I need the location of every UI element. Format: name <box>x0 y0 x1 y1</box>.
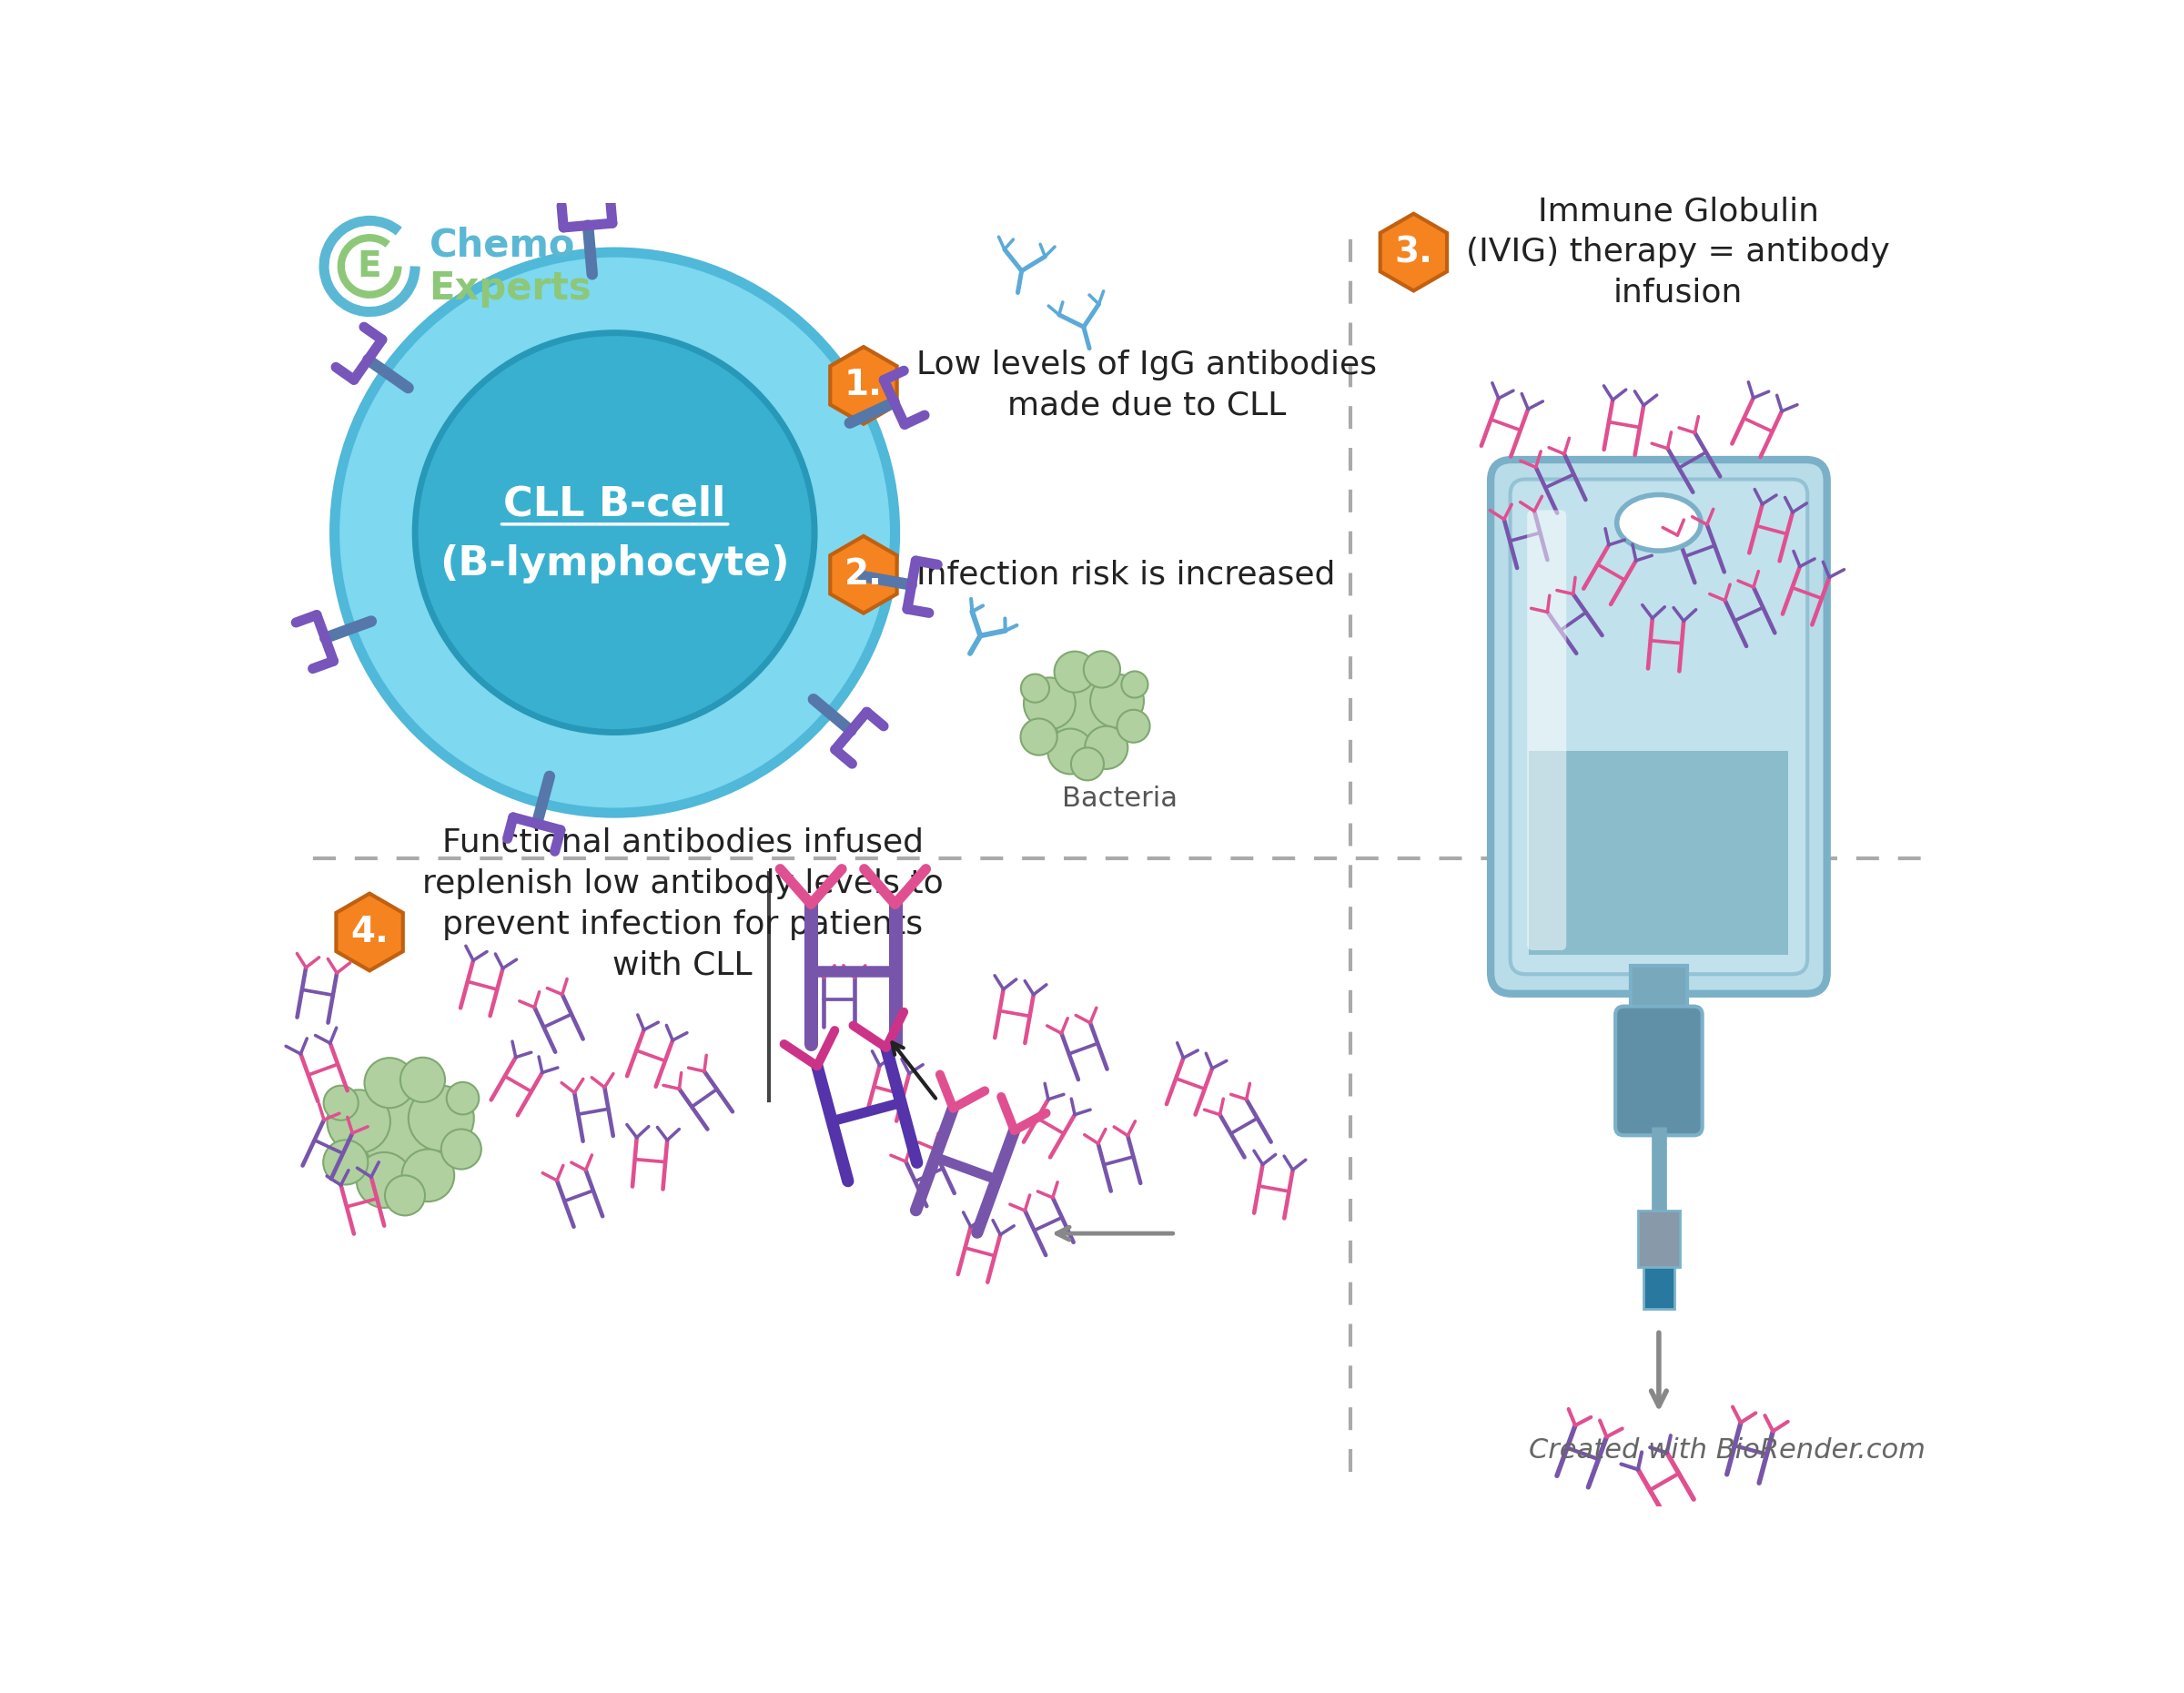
Text: (B-lymphocyte): (B-lymphocyte) <box>439 545 791 584</box>
Circle shape <box>446 1082 478 1114</box>
Polygon shape <box>830 347 898 423</box>
Circle shape <box>1020 674 1048 703</box>
Text: Functional antibodies infused
replenish low antibody levels to
prevent infection: Functional antibodies infused replenish … <box>422 828 943 980</box>
Text: E: E <box>358 249 382 283</box>
Bar <box>1638 1210 1679 1266</box>
Circle shape <box>1085 726 1127 769</box>
Circle shape <box>334 252 895 813</box>
Circle shape <box>323 1085 358 1121</box>
Circle shape <box>1120 670 1149 698</box>
Circle shape <box>1055 652 1096 692</box>
Text: Created with BioRender.com: Created with BioRender.com <box>1529 1437 1924 1464</box>
Circle shape <box>408 1085 474 1151</box>
Text: Chemo: Chemo <box>428 227 574 264</box>
FancyBboxPatch shape <box>1616 1006 1701 1136</box>
FancyBboxPatch shape <box>1492 460 1828 994</box>
Text: 3.: 3. <box>1396 235 1433 269</box>
Circle shape <box>323 1139 367 1185</box>
Text: Bacteria: Bacteria <box>1061 786 1177 813</box>
FancyBboxPatch shape <box>1511 479 1808 973</box>
Circle shape <box>1116 709 1149 743</box>
Circle shape <box>1024 677 1075 730</box>
Circle shape <box>1090 674 1144 728</box>
Circle shape <box>356 1153 413 1207</box>
Ellipse shape <box>1616 494 1701 550</box>
Bar <box>1642 1266 1675 1309</box>
Circle shape <box>1083 652 1120 687</box>
Text: 4.: 4. <box>349 914 389 950</box>
Circle shape <box>441 1129 480 1170</box>
Circle shape <box>384 1175 426 1216</box>
Circle shape <box>328 1090 391 1153</box>
Text: Experts: Experts <box>428 269 592 308</box>
Circle shape <box>415 334 815 733</box>
Text: Immune Globulin
(IVIG) therapy = antibody
infusion: Immune Globulin (IVIG) therapy = antibod… <box>1465 196 1889 308</box>
Polygon shape <box>336 894 402 970</box>
Text: Low levels of IgG antibodies
made due to CLL: Low levels of IgG antibodies made due to… <box>915 349 1376 422</box>
Text: 1.: 1. <box>845 367 882 403</box>
Circle shape <box>400 1058 446 1102</box>
Circle shape <box>363 1097 439 1173</box>
Polygon shape <box>1380 213 1448 291</box>
Text: Infection risk is increased: Infection risk is increased <box>915 559 1334 591</box>
Circle shape <box>365 1058 415 1107</box>
Text: CLL B-cell: CLL B-cell <box>505 484 725 525</box>
Bar <box>1631 965 1686 1014</box>
Text: 2.: 2. <box>845 557 882 593</box>
Circle shape <box>402 1150 454 1202</box>
Bar <box>1529 752 1789 955</box>
Polygon shape <box>830 537 898 613</box>
Circle shape <box>1053 684 1116 747</box>
Circle shape <box>1048 728 1094 774</box>
Circle shape <box>1020 718 1057 755</box>
FancyBboxPatch shape <box>1527 510 1566 950</box>
Circle shape <box>1070 748 1103 780</box>
